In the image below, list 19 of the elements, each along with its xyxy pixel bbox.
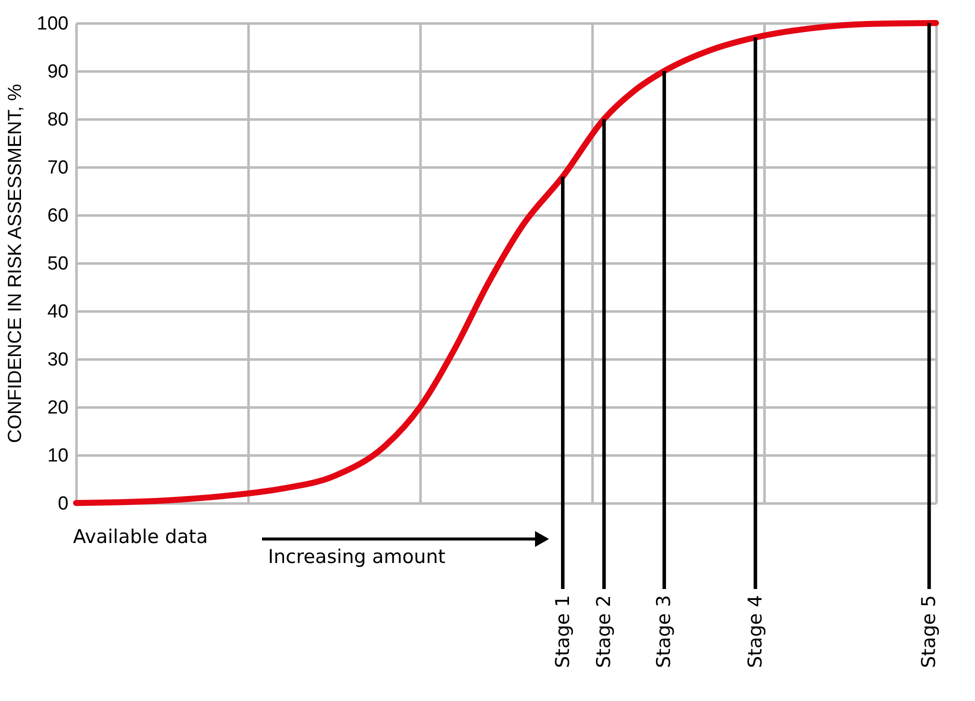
y-tick-label: 90 bbox=[47, 62, 68, 82]
y-axis-title: CONFIDENCE IN RISK ASSESSMENT, % bbox=[4, 84, 26, 443]
y-tick-label: 10 bbox=[47, 446, 68, 466]
ref-line-label: Stage 1 bbox=[552, 595, 574, 668]
y-tick-label: 60 bbox=[47, 206, 68, 226]
ref-line-label: Stage 5 bbox=[918, 595, 940, 668]
y-tick-label: 100 bbox=[36, 14, 68, 34]
ref-line-label: Stage 4 bbox=[744, 595, 766, 668]
ref-line-label: Stage 2 bbox=[593, 595, 616, 668]
y-tick-label: 50 bbox=[47, 254, 68, 274]
y-tick-label: 80 bbox=[47, 110, 68, 130]
text: Increasing amount bbox=[268, 546, 446, 568]
y-tick-label: 30 bbox=[47, 350, 68, 370]
ref-line-label: Stage 3 bbox=[653, 595, 676, 668]
text: Available data bbox=[73, 526, 208, 548]
y-tick-label: 20 bbox=[47, 398, 68, 418]
y-tick-label: 70 bbox=[47, 158, 68, 178]
y-tick-label: 0 bbox=[58, 494, 68, 514]
y-tick-label: 40 bbox=[47, 302, 68, 322]
